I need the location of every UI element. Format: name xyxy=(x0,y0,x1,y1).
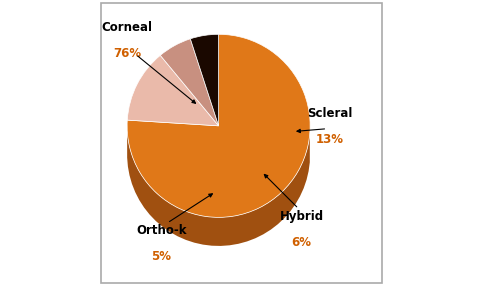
Text: Ortho-k: Ortho-k xyxy=(136,225,186,237)
Polygon shape xyxy=(127,129,310,246)
Wedge shape xyxy=(128,55,219,126)
Text: Scleral: Scleral xyxy=(308,107,353,120)
Wedge shape xyxy=(127,34,310,217)
Text: 76%: 76% xyxy=(113,47,141,60)
Text: Corneal: Corneal xyxy=(101,21,153,34)
Text: Hybrid: Hybrid xyxy=(280,210,324,223)
Text: 6%: 6% xyxy=(292,236,312,249)
Text: 13%: 13% xyxy=(316,133,344,146)
Wedge shape xyxy=(160,39,219,126)
Wedge shape xyxy=(190,34,219,126)
Text: 5%: 5% xyxy=(151,250,171,263)
